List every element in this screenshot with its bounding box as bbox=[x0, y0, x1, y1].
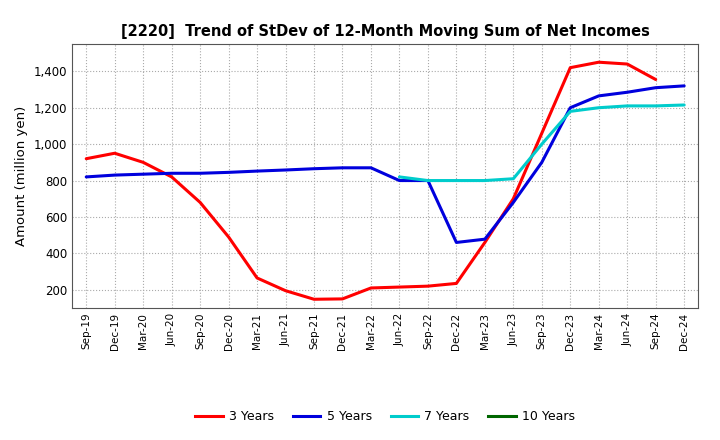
7 Years bbox=[537, 142, 546, 147]
5 Years bbox=[282, 167, 290, 172]
3 Years bbox=[338, 296, 347, 301]
7 Years bbox=[623, 103, 631, 109]
Title: [2220]  Trend of StDev of 12-Month Moving Sum of Net Incomes: [2220] Trend of StDev of 12-Month Moving… bbox=[121, 24, 649, 39]
5 Years bbox=[167, 171, 176, 176]
Line: 5 Years: 5 Years bbox=[86, 86, 684, 242]
3 Years bbox=[253, 275, 261, 281]
3 Years bbox=[652, 77, 660, 82]
3 Years bbox=[196, 200, 204, 205]
5 Years bbox=[623, 90, 631, 95]
3 Years bbox=[537, 131, 546, 136]
5 Years bbox=[366, 165, 375, 170]
5 Years bbox=[423, 178, 432, 183]
3 Years bbox=[595, 59, 603, 65]
5 Years bbox=[82, 174, 91, 180]
5 Years bbox=[395, 178, 404, 183]
Line: 3 Years: 3 Years bbox=[86, 62, 656, 299]
Y-axis label: Amount (million yen): Amount (million yen) bbox=[15, 106, 28, 246]
7 Years bbox=[652, 103, 660, 109]
3 Years bbox=[225, 235, 233, 240]
7 Years bbox=[395, 174, 404, 180]
3 Years bbox=[139, 160, 148, 165]
5 Years bbox=[110, 172, 119, 178]
5 Years bbox=[509, 200, 518, 205]
3 Years bbox=[82, 156, 91, 161]
5 Years bbox=[338, 165, 347, 170]
5 Years bbox=[310, 166, 318, 171]
5 Years bbox=[595, 93, 603, 99]
3 Years bbox=[366, 285, 375, 290]
5 Years bbox=[566, 105, 575, 110]
5 Years bbox=[253, 169, 261, 174]
Legend: 3 Years, 5 Years, 7 Years, 10 Years: 3 Years, 5 Years, 7 Years, 10 Years bbox=[191, 406, 580, 429]
5 Years bbox=[480, 237, 489, 242]
3 Years bbox=[623, 62, 631, 67]
3 Years bbox=[395, 284, 404, 290]
3 Years bbox=[110, 150, 119, 156]
3 Years bbox=[423, 283, 432, 289]
3 Years bbox=[566, 65, 575, 70]
Line: 7 Years: 7 Years bbox=[400, 105, 684, 180]
7 Years bbox=[595, 105, 603, 110]
3 Years bbox=[282, 288, 290, 293]
5 Years bbox=[452, 240, 461, 245]
7 Years bbox=[680, 103, 688, 108]
3 Years bbox=[310, 297, 318, 302]
5 Years bbox=[680, 83, 688, 88]
7 Years bbox=[480, 178, 489, 183]
7 Years bbox=[452, 178, 461, 183]
7 Years bbox=[509, 176, 518, 181]
5 Years bbox=[652, 85, 660, 90]
5 Years bbox=[196, 171, 204, 176]
5 Years bbox=[139, 172, 148, 177]
3 Years bbox=[480, 240, 489, 245]
5 Years bbox=[537, 160, 546, 165]
3 Years bbox=[509, 196, 518, 202]
5 Years bbox=[225, 170, 233, 175]
3 Years bbox=[167, 174, 176, 180]
7 Years bbox=[566, 109, 575, 114]
7 Years bbox=[423, 178, 432, 183]
3 Years bbox=[452, 281, 461, 286]
